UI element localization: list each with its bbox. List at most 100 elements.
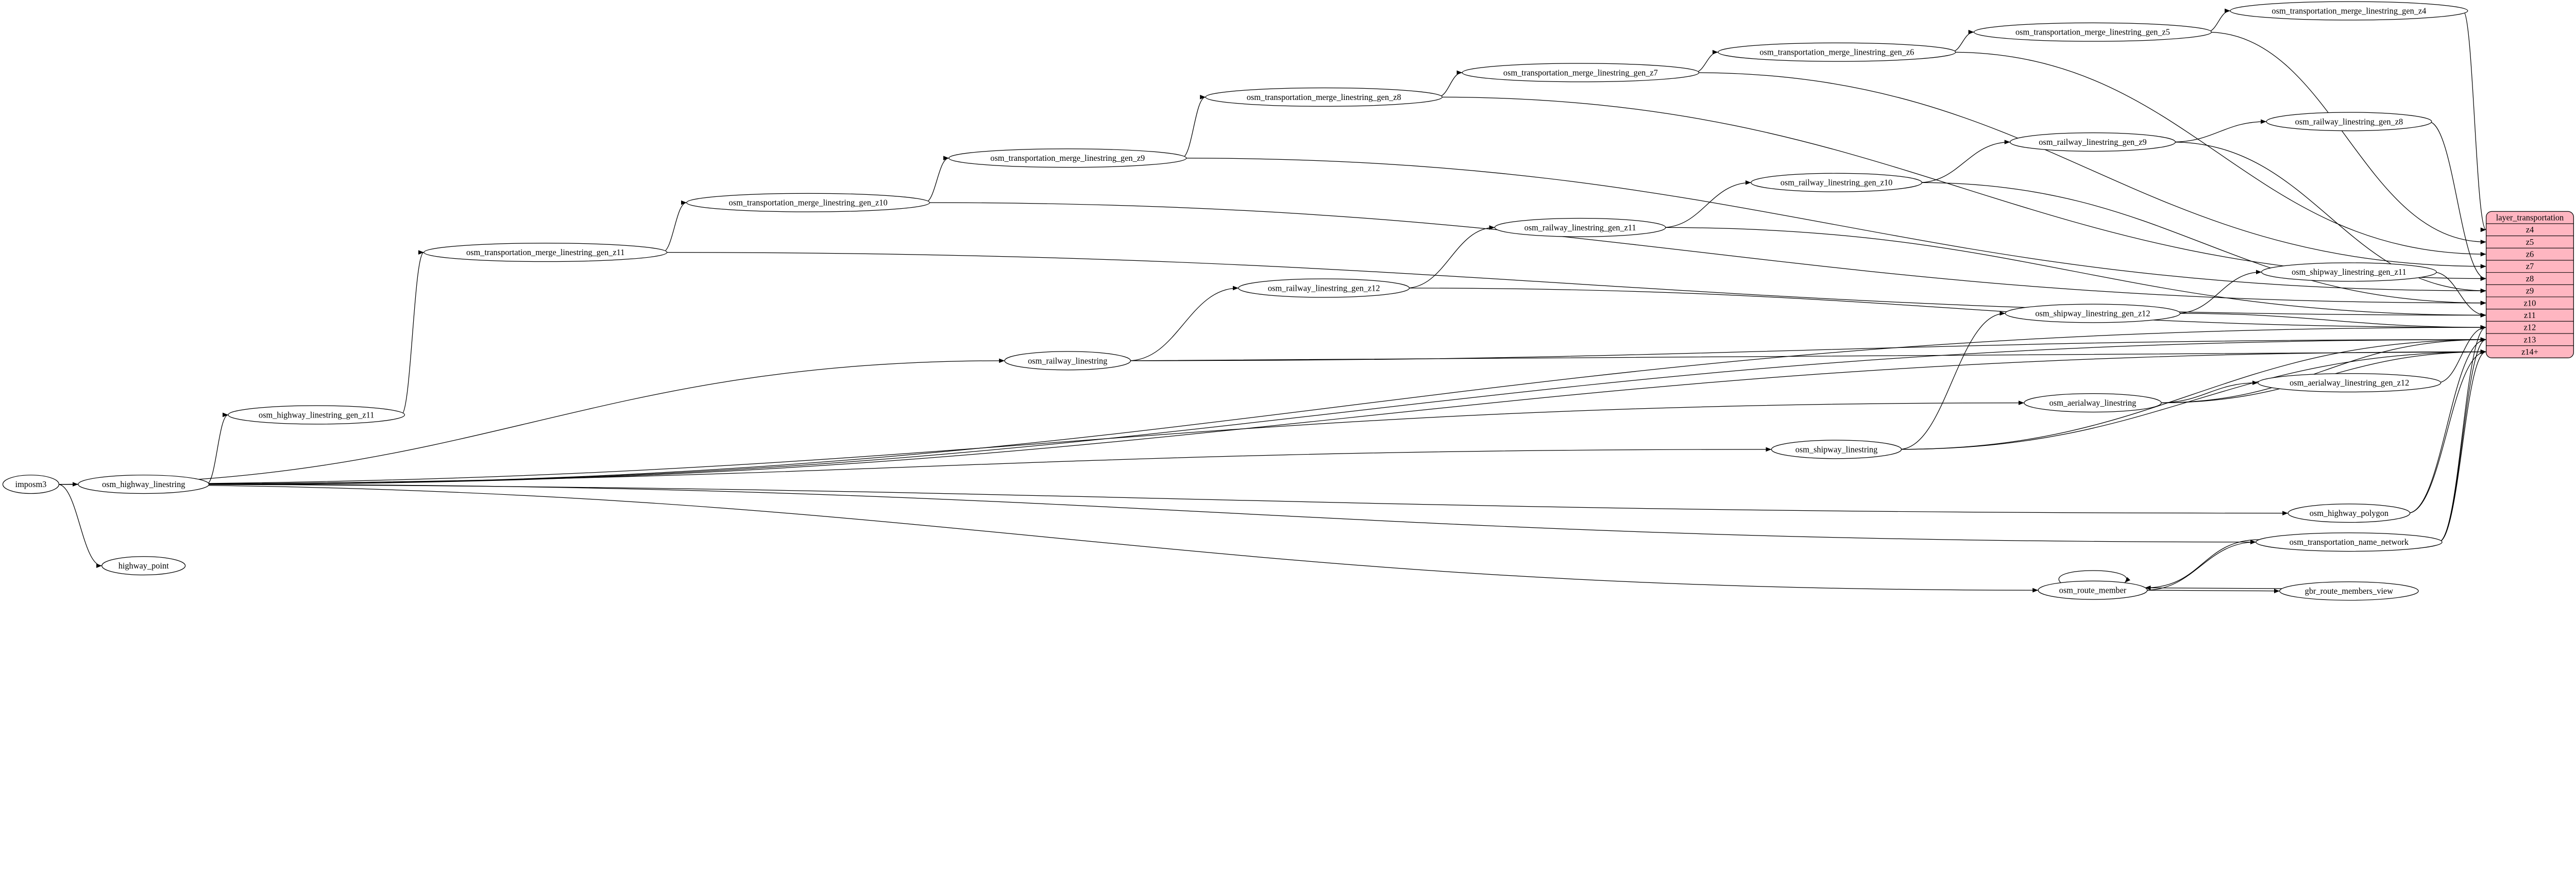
- node-osm-highway-linestring[interactable]: osm_highway_linestring: [78, 475, 210, 494]
- node-osm-railway-linestring-gen-z10[interactable]: osm_railway_linestring_gen_z10: [1751, 173, 1922, 192]
- node-gbr-route-members-view[interactable]: gbr_route_members_view: [2279, 581, 2419, 601]
- edge: [2207, 8, 2231, 32]
- node-osm-transportation-merge-linestring-gen-z9[interactable]: osm_transportation_merge_linestring_gen_…: [948, 148, 1187, 168]
- node-osm-railway-linestring-gen-z12[interactable]: osm_railway_linestring_gen_z12: [1238, 278, 1410, 298]
- table-row-z11[interactable]: z11: [2524, 310, 2536, 320]
- node-osm-railway-linestring-gen-z9[interactable]: osm_railway_linestring_gen_z9: [2009, 132, 2176, 152]
- node-label: osm_railway_linestring_gen_z9: [2039, 137, 2147, 147]
- edge: [1662, 180, 1751, 228]
- edges-layer: [58, 8, 2487, 594]
- node-osm-transportation-merge-linestring-gen-z6[interactable]: osm_transportation_merge_linestring_gen_…: [1718, 42, 1956, 62]
- edge: [401, 250, 425, 415]
- node-ellipse: [1973, 22, 2212, 42]
- edge: [58, 400, 2024, 485]
- node-label: osm_transportation_merge_linestring_gen_…: [2272, 6, 2426, 15]
- node-osm-transportation-name-network[interactable]: osm_transportation_name_network: [2256, 532, 2443, 552]
- node-osm-aerialway-linestring[interactable]: osm_aerialway_linestring: [2024, 393, 2162, 413]
- node-ellipse: [2287, 504, 2411, 523]
- node-label: osm_shipway_linestring_gen_z12: [2035, 308, 2150, 318]
- node-imposm3[interactable]: imposm3: [2, 475, 60, 494]
- table-row-z4[interactable]: z4: [2526, 225, 2534, 235]
- node-ellipse: [2279, 581, 2419, 601]
- edge: [206, 349, 2486, 485]
- node-ellipse: [78, 475, 210, 494]
- node-osm-highway-polygon[interactable]: osm_highway_polygon: [2287, 504, 2411, 523]
- edge: [925, 202, 2486, 306]
- edge-self-loop: [2058, 570, 2131, 583]
- node-osm-shipway-linestring-gen-z12[interactable]: osm_shipway_linestring_gen_z12: [2005, 304, 2181, 323]
- table-row-z9[interactable]: z9: [2526, 286, 2534, 296]
- edge: [2158, 337, 2486, 404]
- layer-transportation-title: layer_transportation: [2496, 212, 2564, 222]
- node-label: osm_railway_linestring_gen_z10: [1781, 178, 1893, 188]
- edge: [2407, 349, 2486, 514]
- node-osm-railway-linestring[interactable]: osm_railway_linestring: [1004, 351, 1131, 371]
- edge: [1951, 29, 1974, 53]
- edge: [1899, 337, 2486, 450]
- edge: [2207, 31, 2486, 244]
- table-row-z13[interactable]: z13: [2524, 335, 2536, 344]
- node-label: osm_route_member: [2059, 586, 2127, 595]
- edge: [1181, 95, 1206, 159]
- node-label: osm_transportation_merge_linestring_gen_…: [466, 247, 624, 257]
- nodes-layer: imposm3 osm_highway_linestring highway_poi…: [2, 1, 2468, 601]
- edge: [2463, 10, 2487, 232]
- node-ellipse: [2005, 304, 2181, 323]
- node-ellipse: [2, 475, 60, 494]
- node-osm-shipway-linestring[interactable]: osm_shipway_linestring: [1771, 440, 1902, 459]
- edge: [1437, 70, 1463, 98]
- table-row-z5[interactable]: z5: [2526, 237, 2534, 247]
- edge: [2172, 119, 2267, 143]
- table-row-z12[interactable]: z12: [2524, 323, 2536, 332]
- node-ellipse: [2266, 112, 2432, 131]
- table-row-z7[interactable]: z7: [2526, 261, 2534, 271]
- node-label: osm_railway_linestring_gen_z11: [1524, 223, 1636, 232]
- node-label: osm_transportation_merge_linestring_gen_…: [1247, 92, 1401, 102]
- edge: [1694, 49, 1718, 73]
- node-osm-aerialway-linestring-gen-z12[interactable]: osm_aerialway_linestring_gen_z12: [2258, 373, 2442, 393]
- edge: [2407, 337, 2486, 514]
- table-row-z10[interactable]: z10: [2524, 298, 2536, 308]
- edge: [1918, 182, 2486, 306]
- layer-transportation-table[interactable]: layer_transportation z4 z5 z6 z7 z8 z9 z10 z11 z…: [2485, 211, 2574, 359]
- node-ellipse: [1462, 63, 1700, 82]
- node-osm-transportation-merge-linestring-gen-z4[interactable]: osm_transportation_merge_linestring_gen_…: [2230, 1, 2468, 21]
- node-osm-railway-linestring-gen-z11[interactable]: osm_railway_linestring_gen_z11: [1494, 218, 1666, 237]
- node-ellipse: [1238, 278, 1410, 298]
- node-osm-transportation-merge-linestring-gen-z8[interactable]: osm_transportation_merge_linestring_gen_…: [1205, 87, 1443, 107]
- node-ellipse: [1751, 173, 1922, 192]
- node-label: gbr_route_members_view: [2305, 586, 2394, 596]
- node-ellipse: [423, 243, 668, 262]
- edge: [2158, 380, 2258, 404]
- node-osm-highway-linestring-gen-z11[interactable]: osm_highway_linestring_gen_z11: [228, 405, 405, 425]
- dependency-graph: imposm3 osm_highway_linestring highway_poi…: [2, 1, 2574, 601]
- node-osm-railway-linestring-gen-z8[interactable]: osm_railway_linestring_gen_z8: [2266, 112, 2432, 131]
- edge: [2145, 539, 2260, 590]
- edge: [1899, 349, 2486, 450]
- node-osm-transportation-merge-linestring-gen-z11[interactable]: osm_transportation_merge_linestring_gen_…: [423, 243, 668, 262]
- edge: [58, 483, 2039, 593]
- edge: [58, 358, 1005, 485]
- node-ellipse: [2261, 262, 2437, 282]
- node-osm-transportation-merge-linestring-gen-z5[interactable]: osm_transportation_merge_linestring_gen_…: [1973, 22, 2212, 42]
- node-label: osm_transportation_merge_linestring_gen_…: [729, 198, 888, 208]
- node-ellipse: [948, 148, 1187, 168]
- edge: [1694, 72, 2486, 269]
- node-osm-shipway-linestring-gen-z11[interactable]: osm_shipway_linestring_gen_z11: [2261, 262, 2437, 282]
- node-osm-transportation-merge-linestring-gen-z7[interactable]: osm_transportation_merge_linestring_gen_…: [1462, 63, 1700, 82]
- node-osm-transportation-merge-linestring-gen-z10[interactable]: osm_transportation_merge_linestring_gen_…: [686, 193, 930, 212]
- edge: [1128, 286, 1239, 361]
- edge: [2145, 586, 2283, 590]
- edge: [2145, 540, 2256, 591]
- node-ellipse: [228, 405, 405, 425]
- edge: [206, 325, 2486, 485]
- table-row-z14plus[interactable]: z14+: [2521, 347, 2538, 357]
- node-highway-point[interactable]: highway_point: [101, 556, 186, 576]
- edge: [1405, 288, 2486, 330]
- edge: [1181, 158, 2486, 293]
- edge: [2438, 337, 2486, 543]
- node-osm-route-member[interactable]: osm_route_member: [2038, 580, 2148, 600]
- table-row-z8[interactable]: z8: [2526, 274, 2534, 283]
- table-row-z6[interactable]: z6: [2526, 249, 2534, 259]
- edge: [2176, 313, 2486, 330]
